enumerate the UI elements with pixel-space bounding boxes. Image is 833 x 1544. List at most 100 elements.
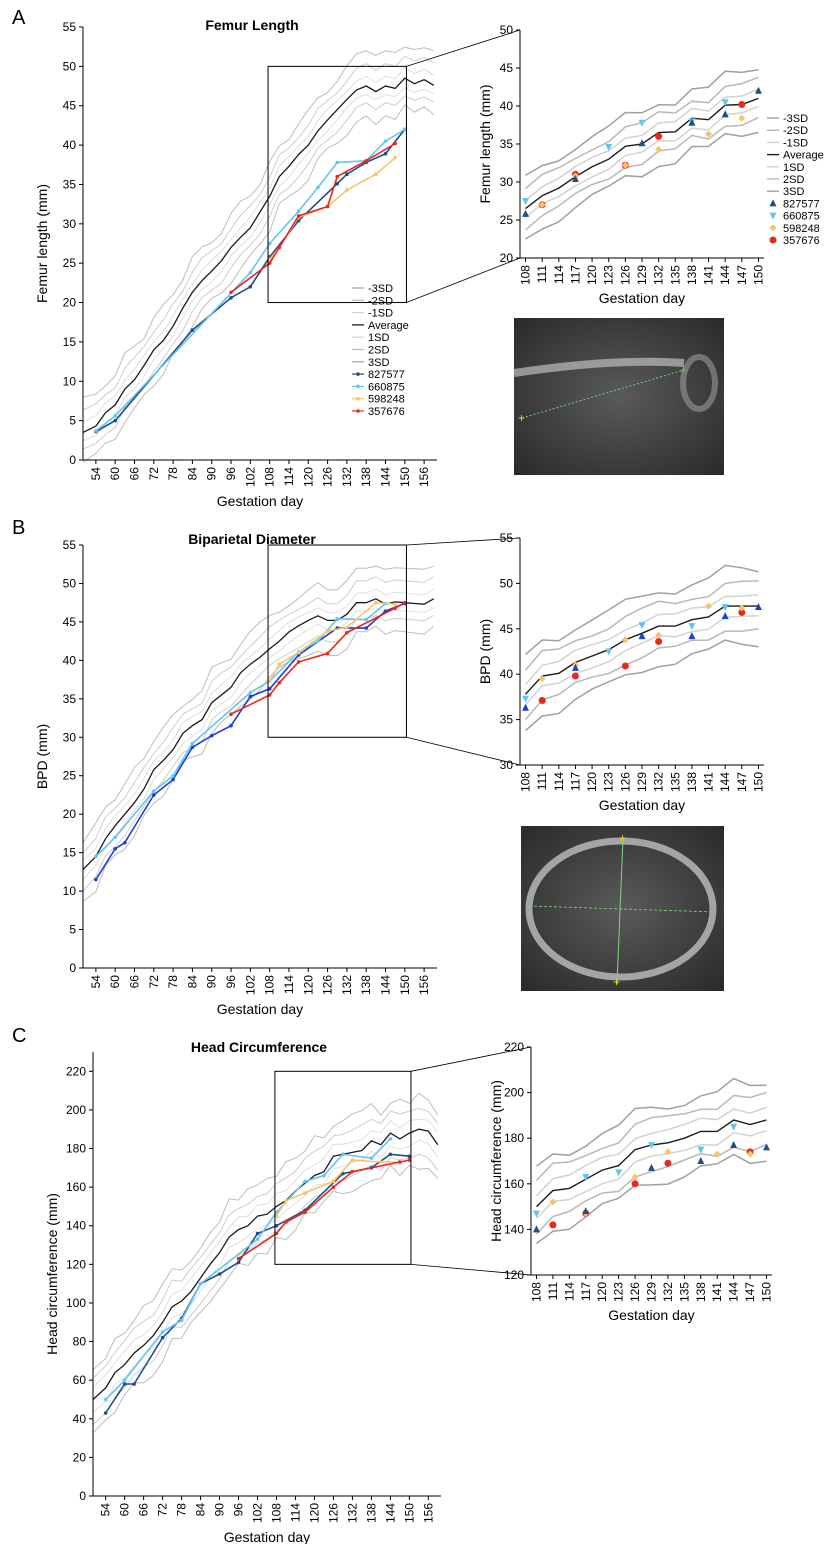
sd-band-line-2SD xyxy=(82,576,435,854)
main-A-x-tick-label: 126 xyxy=(321,467,335,487)
inset-C-x-tick-label: 123 xyxy=(612,1282,626,1302)
inset-legend-label: 2SD xyxy=(783,174,804,186)
measurement-line xyxy=(616,837,624,985)
series-point-827577 xyxy=(335,181,340,186)
series-point-357676 xyxy=(325,204,330,209)
main-C-x-tick-label: 102 xyxy=(251,1503,265,1523)
main-B-y-tick-label: 50 xyxy=(63,576,77,590)
main-B-x-tick-label: 90 xyxy=(205,975,219,989)
caliper-mark: + xyxy=(613,975,620,989)
series-point-660875 xyxy=(248,270,253,275)
marker-660875 xyxy=(688,623,696,631)
main-A-y-tick-label: 40 xyxy=(63,138,77,152)
series-line-660875 xyxy=(95,602,387,858)
inset-B-x-tick-label: 117 xyxy=(568,772,582,791)
main-C-x-tick-label: 120 xyxy=(307,1503,321,1523)
inset-C-x-tick-label: 144 xyxy=(727,1282,741,1302)
marker-357676 xyxy=(738,100,746,108)
series-point-357676 xyxy=(277,680,282,685)
sd-band-line-3SD xyxy=(82,565,434,844)
inset-C-x-tick-label: 117 xyxy=(579,1282,593,1301)
series-point-660875 xyxy=(103,1397,108,1402)
series-point-357676 xyxy=(345,630,349,635)
inset-A-x-tick-label: 117 xyxy=(568,265,582,284)
main-A-y-tick-label: 20 xyxy=(63,296,77,310)
marker-357676 xyxy=(769,236,777,244)
series-point-660875 xyxy=(94,854,98,859)
main-A-y-tick-label: 5 xyxy=(69,414,76,428)
skull-outline xyxy=(525,837,717,981)
marker-357676 xyxy=(549,1221,557,1229)
inset-A-x-tick-label: 144 xyxy=(718,265,732,285)
main-B-y-tick-label: 0 xyxy=(69,961,76,975)
main-A-x-tick-label: 96 xyxy=(224,467,238,481)
inset-B-x-tick-label: 132 xyxy=(652,772,666,792)
series-line-357676 xyxy=(230,142,396,293)
series-point-660875 xyxy=(122,1378,127,1382)
inset-A-x-tick-label: 147 xyxy=(735,265,749,285)
main-C-x-tick-label: 114 xyxy=(288,1503,302,1522)
main-B-y-tick-label: 55 xyxy=(63,538,77,552)
inset-B-x-tick-label: 135 xyxy=(668,772,682,792)
series-point-827577 xyxy=(217,1272,222,1276)
marker-598248 xyxy=(713,1150,721,1158)
main-B-x-tick-label: 132 xyxy=(340,975,354,995)
inset-sd-line-3SD xyxy=(525,564,759,655)
sd-band-line-2SD xyxy=(92,1107,439,1379)
main-C-y-tick-label: 120 xyxy=(66,1257,86,1271)
legend-swatch-dot xyxy=(356,409,360,413)
series-point-357676 xyxy=(229,712,233,716)
main-B-x-tick-label: 54 xyxy=(89,975,103,989)
series-point-660875 xyxy=(171,773,175,778)
legend-label: -1SD xyxy=(368,308,393,320)
series-point-357676 xyxy=(277,245,282,250)
marker-357676 xyxy=(664,1159,672,1167)
sd-band-line-3SD xyxy=(92,1092,439,1371)
zoom-connector xyxy=(406,257,521,303)
inset-B-y-tick-label: 30 xyxy=(500,758,514,772)
marker-660875 xyxy=(532,1210,540,1218)
inset-A-y-tick-label: 30 xyxy=(500,175,514,189)
inset-legend-label: 3SD xyxy=(783,186,804,198)
series-point-827577 xyxy=(248,694,253,699)
inset-sd-line-2SD xyxy=(524,580,759,671)
marker-827577 xyxy=(769,199,777,207)
main-B-x-tick-label: 108 xyxy=(263,975,277,995)
marker-598248 xyxy=(621,636,629,644)
average-line xyxy=(82,598,435,871)
main-A-x-tick-label: 150 xyxy=(398,467,412,487)
inset-B-x-tick-label: 150 xyxy=(751,772,765,792)
inset-y-axis-title: Femur length (mm) xyxy=(477,84,493,203)
main-B-x-tick-label: 126 xyxy=(321,975,335,995)
main-C-x-tick-label: 108 xyxy=(269,1503,283,1523)
caliper-mark: + xyxy=(680,363,687,377)
zoom-connector xyxy=(406,29,521,67)
caliper-mark: + xyxy=(619,831,626,845)
series-point-827577 xyxy=(160,1335,165,1340)
series-point-660875 xyxy=(364,617,369,622)
main-A-x-tick-label: 54 xyxy=(89,467,103,481)
inset-C-x-tick-label: 141 xyxy=(710,1282,724,1302)
main-B-x-tick-label: 120 xyxy=(301,975,315,995)
inset-legend-label: 660875 xyxy=(783,211,820,223)
series-point-827577 xyxy=(364,626,369,630)
marker-827577 xyxy=(638,632,646,640)
marker-660875 xyxy=(522,198,530,205)
marker-598248 xyxy=(631,1173,639,1181)
series-point-357676 xyxy=(325,651,330,656)
main-A-x-tick-label: 72 xyxy=(147,467,161,481)
series-point-660875 xyxy=(267,241,272,246)
zoom-box xyxy=(267,544,407,738)
series-point-357676 xyxy=(236,1256,241,1261)
series-point-357676 xyxy=(267,261,272,265)
chart-title: Biparietal Diameter xyxy=(188,531,316,547)
series-point-827577 xyxy=(255,1231,260,1236)
series-point-598248 xyxy=(303,1191,307,1195)
series-point-660875 xyxy=(113,414,117,418)
main-C-y-tick-label: 80 xyxy=(73,1335,87,1349)
main-B-y-tick-label: 20 xyxy=(63,807,77,821)
marker-827577 xyxy=(688,632,696,640)
main-B-x-tick-label: 96 xyxy=(224,975,238,989)
series-line-827577 xyxy=(95,602,406,881)
